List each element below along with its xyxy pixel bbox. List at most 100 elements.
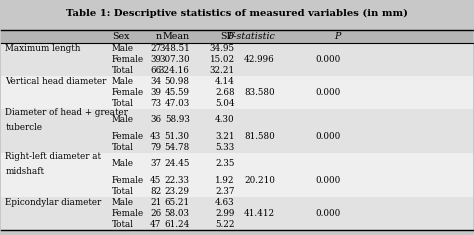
Text: 307.30: 307.30 xyxy=(159,55,190,64)
Text: tubercle: tubercle xyxy=(5,123,42,132)
Text: Diameter of head + greater: Diameter of head + greater xyxy=(5,108,128,117)
Text: 82: 82 xyxy=(150,187,161,196)
Text: 36: 36 xyxy=(150,115,161,124)
Text: 1.92: 1.92 xyxy=(215,176,235,185)
Text: 4.14: 4.14 xyxy=(215,77,235,86)
Bar xyxy=(0,219,474,230)
Text: 51.30: 51.30 xyxy=(165,132,190,141)
Text: Female: Female xyxy=(112,209,144,218)
Text: Vertical head diameter: Vertical head diameter xyxy=(5,77,107,86)
Text: 45.59: 45.59 xyxy=(165,88,190,97)
Text: n: n xyxy=(155,32,161,41)
Text: 54.78: 54.78 xyxy=(164,143,190,152)
Text: 39: 39 xyxy=(150,88,161,97)
Text: 324.16: 324.16 xyxy=(159,66,190,75)
Text: 43: 43 xyxy=(150,132,161,141)
Text: 21: 21 xyxy=(150,198,161,207)
Bar xyxy=(0,54,474,65)
Text: 2.68: 2.68 xyxy=(215,88,235,97)
Bar xyxy=(0,131,474,142)
Text: 0.000: 0.000 xyxy=(316,88,341,97)
Text: 45: 45 xyxy=(150,176,161,185)
Text: Total: Total xyxy=(112,187,134,196)
Text: Table 1: Descriptive statistics of measured variables (in mm): Table 1: Descriptive statistics of measu… xyxy=(66,9,408,18)
Text: 58.03: 58.03 xyxy=(165,209,190,218)
Text: 20.210: 20.210 xyxy=(244,176,275,185)
Text: 2.99: 2.99 xyxy=(215,209,235,218)
Text: Sex: Sex xyxy=(112,32,129,41)
Text: Mean: Mean xyxy=(163,32,190,41)
Text: 2.37: 2.37 xyxy=(215,187,235,196)
Text: Male: Male xyxy=(112,44,134,53)
Bar xyxy=(0,43,474,54)
Bar xyxy=(0,153,474,175)
Text: 15.02: 15.02 xyxy=(210,55,235,64)
Text: 27: 27 xyxy=(150,44,161,53)
Text: 34: 34 xyxy=(150,77,161,86)
Text: Total: Total xyxy=(112,99,134,108)
Text: 37: 37 xyxy=(150,159,161,168)
Bar xyxy=(0,142,474,153)
Text: 3.21: 3.21 xyxy=(215,132,235,141)
Text: Male: Male xyxy=(112,159,134,168)
Text: Male: Male xyxy=(112,115,134,124)
Text: 41.412: 41.412 xyxy=(244,209,275,218)
Text: 65.21: 65.21 xyxy=(164,198,190,207)
Text: 23.29: 23.29 xyxy=(165,187,190,196)
Text: 81.580: 81.580 xyxy=(244,132,275,141)
Text: 79: 79 xyxy=(150,143,161,152)
Text: Maximum length: Maximum length xyxy=(5,44,81,53)
Text: Male: Male xyxy=(112,77,134,86)
Bar xyxy=(0,175,474,186)
Text: 0.000: 0.000 xyxy=(316,132,341,141)
Text: 26: 26 xyxy=(150,209,161,218)
Bar xyxy=(0,76,474,87)
Text: SD: SD xyxy=(220,32,235,41)
Text: 66: 66 xyxy=(150,66,161,75)
Text: 0.000: 0.000 xyxy=(316,209,341,218)
Bar xyxy=(0,186,474,197)
Text: Female: Female xyxy=(112,55,144,64)
Text: 22.33: 22.33 xyxy=(165,176,190,185)
Text: 4.30: 4.30 xyxy=(215,115,235,124)
Text: 50.98: 50.98 xyxy=(165,77,190,86)
Text: 58.93: 58.93 xyxy=(165,115,190,124)
Text: 4.63: 4.63 xyxy=(215,198,235,207)
Text: 0.000: 0.000 xyxy=(316,176,341,185)
Text: 0.000: 0.000 xyxy=(316,55,341,64)
Text: P: P xyxy=(335,32,341,41)
Text: Female: Female xyxy=(112,176,144,185)
Text: 42.996: 42.996 xyxy=(244,55,275,64)
Text: 47.03: 47.03 xyxy=(164,99,190,108)
Text: Male: Male xyxy=(112,198,134,207)
Text: 34.95: 34.95 xyxy=(210,44,235,53)
Text: 32.21: 32.21 xyxy=(210,66,235,75)
Text: Female: Female xyxy=(112,132,144,141)
Text: Right-left diameter at: Right-left diameter at xyxy=(5,152,101,161)
Text: 39: 39 xyxy=(150,55,161,64)
Text: 2.35: 2.35 xyxy=(215,159,235,168)
Text: Total: Total xyxy=(112,143,134,152)
Text: Epicondylar diameter: Epicondylar diameter xyxy=(5,198,101,207)
Text: Total: Total xyxy=(112,66,134,75)
Bar xyxy=(0,109,474,131)
Text: 47: 47 xyxy=(150,220,161,229)
Text: Female: Female xyxy=(112,88,144,97)
Text: Total: Total xyxy=(112,220,134,229)
Text: 5.04: 5.04 xyxy=(215,99,235,108)
Text: 24.45: 24.45 xyxy=(164,159,190,168)
Text: 83.580: 83.580 xyxy=(244,88,275,97)
Text: 5.22: 5.22 xyxy=(215,220,235,229)
Bar xyxy=(0,197,474,208)
Text: 348.51: 348.51 xyxy=(159,44,190,53)
Text: 61.24: 61.24 xyxy=(164,220,190,229)
Bar xyxy=(0,208,474,219)
Text: F-statistic: F-statistic xyxy=(227,32,275,41)
Bar xyxy=(0,65,474,76)
Bar xyxy=(0,87,474,98)
Text: 73: 73 xyxy=(150,99,161,108)
Bar xyxy=(0,30,474,43)
Text: midshaft: midshaft xyxy=(5,167,45,176)
Bar xyxy=(0,98,474,109)
Text: 5.33: 5.33 xyxy=(215,143,235,152)
